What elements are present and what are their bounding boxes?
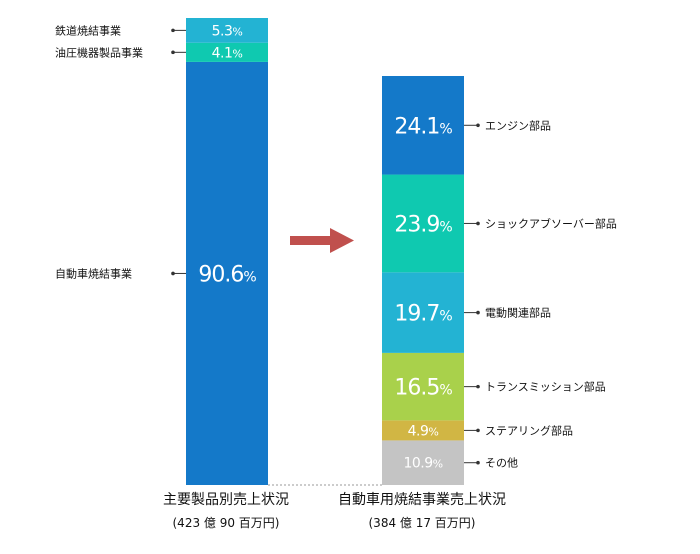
- bar1-leader-dot-0: [476, 460, 480, 465]
- bar0-leader-dot-0: [171, 271, 175, 276]
- bar1-category-label-0: その他: [485, 457, 518, 470]
- arrow-shaft: [290, 236, 330, 245]
- bar1-category-label-1: ステアリング部品: [485, 423, 573, 437]
- bar1-value-label-1: 4.9%: [408, 423, 439, 439]
- bar1-leader-dot-2: [476, 384, 480, 389]
- bar1-leader-dot-3: [476, 310, 480, 315]
- right-bar-caption: 自動車用焼結事業売上状況: [338, 491, 506, 508]
- bar1-segment-5: [382, 76, 464, 175]
- bar1-leader-dot-5: [476, 123, 480, 128]
- arrow-head: [330, 228, 354, 253]
- bar0-leader-dot-1: [171, 50, 175, 55]
- bar1-category-label-2: トランスミッション部品: [485, 380, 606, 394]
- bar0-category-label-2: 鉄道焼結事業: [55, 23, 121, 37]
- bar0-category-label-1: 油圧機器製品事業: [55, 45, 143, 59]
- bar1-value-label-5: 24.1%: [394, 114, 452, 139]
- bar1-category-label-4: ショックアブソーバー部品: [485, 216, 617, 230]
- bar0-value-label-2: 5.3%: [212, 23, 243, 39]
- bar1-segment-0: [382, 440, 464, 485]
- bar1-category-label-5: エンジン部品: [485, 118, 551, 132]
- bar0-category-label-0: 自動車焼結事業: [55, 266, 132, 280]
- bar1-leader-dot-1: [476, 428, 480, 433]
- bar1-leader-dot-4: [476, 221, 480, 226]
- bar0-leader-dot-2: [171, 28, 175, 33]
- bar1-segment-3: [382, 272, 464, 353]
- left-bar-caption: 主要製品別売上状況: [163, 492, 289, 508]
- bar0-segment-0: [186, 61, 268, 485]
- right-bar-total: (384 億 17 百万円): [369, 516, 476, 530]
- chart-marks: 90.6% 自動車焼結事業 4.1% 油圧機器製品事業 5.3% 鉄道焼結事業 10.9% そ…: [55, 18, 617, 486]
- bar0-segment-2: [186, 18, 268, 43]
- bar0-value-label-1: 4.1%: [212, 45, 243, 61]
- bar0-segment-1: [186, 42, 268, 62]
- bar1-value-label-0: 10.9%: [403, 456, 442, 472]
- bar0-value-label-0: 90.6%: [198, 262, 256, 287]
- bar1-category-label-3: 電動関連部品: [485, 306, 551, 320]
- bar1-value-label-3: 19.7%: [394, 302, 452, 327]
- bar1-segment-1: [382, 420, 464, 441]
- bar1-value-label-2: 16.5%: [394, 376, 452, 401]
- bar1-value-label-4: 23.9%: [394, 212, 452, 237]
- bar1-segment-2: [382, 352, 464, 421]
- left-bar-total: (423 億 90 百万円): [173, 516, 280, 530]
- bar1-segment-4: [382, 174, 464, 273]
